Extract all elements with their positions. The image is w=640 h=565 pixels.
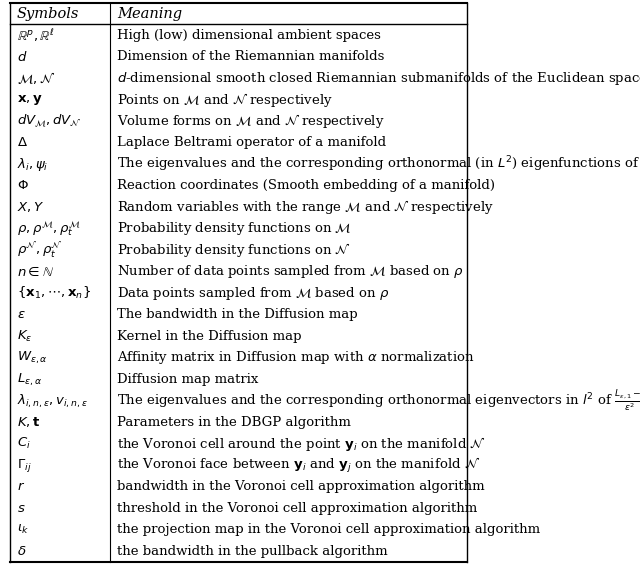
Text: $K, \mathbf{t}$: $K, \mathbf{t}$	[17, 415, 40, 429]
Text: the Voronoi cell around the point $\mathbf{y}_i$ on the manifold $\mathcal{N}$: the Voronoi cell around the point $\math…	[117, 435, 486, 453]
Text: Affinity matrix in Diffusion map with $\alpha$ normalization: Affinity matrix in Diffusion map with $\…	[117, 349, 475, 366]
Text: Meaning: Meaning	[117, 7, 182, 20]
Text: $K_\epsilon$: $K_\epsilon$	[17, 329, 32, 344]
Text: $\{\mathbf{x}_1, \cdots, \mathbf{x}_n\}$: $\{\mathbf{x}_1, \cdots, \mathbf{x}_n\}$	[17, 285, 91, 301]
Text: $\mathbb{R}^p, \mathbb{R}^\ell$: $\mathbb{R}^p, \mathbb{R}^\ell$	[17, 27, 55, 44]
Text: $\lambda_{i,n,\epsilon}, v_{i,n,\epsilon}$: $\lambda_{i,n,\epsilon}, v_{i,n,\epsilon…	[17, 392, 88, 410]
Text: Probability density functions on $\mathcal{N}$: Probability density functions on $\mathc…	[117, 241, 351, 259]
Text: $\epsilon$: $\epsilon$	[17, 308, 26, 321]
Text: High (low) dimensional ambient spaces: High (low) dimensional ambient spaces	[117, 29, 381, 42]
Text: $C_i$: $C_i$	[17, 436, 31, 451]
Text: Reaction coordinates (Smooth embedding of a manifold): Reaction coordinates (Smooth embedding o…	[117, 179, 495, 192]
Text: $dV_{\mathcal{M}}, dV_{\mathcal{N}}$: $dV_{\mathcal{M}}, dV_{\mathcal{N}}$	[17, 112, 81, 129]
Text: The eigenvalues and the corresponding orthonormal eigenvectors in $l^2$ of $\fra: The eigenvalues and the corresponding or…	[117, 388, 640, 414]
Text: Probability density functions on $\mathcal{M}$: Probability density functions on $\mathc…	[117, 220, 352, 237]
Text: Points on $\mathcal{M}$ and $\mathcal{N}$ respectively: Points on $\mathcal{M}$ and $\mathcal{N}…	[117, 90, 333, 108]
Text: $\mathbf{x}, \mathbf{y}$: $\mathbf{x}, \mathbf{y}$	[17, 93, 42, 107]
Text: $L_{\epsilon,\alpha}$: $L_{\epsilon,\alpha}$	[17, 371, 42, 388]
Text: Parameters in the DBGP algorithm: Parameters in the DBGP algorithm	[117, 416, 351, 429]
Text: the Voronoi face between $\mathbf{y}_i$ and $\mathbf{y}_j$ on the manifold $\mat: the Voronoi face between $\mathbf{y}_i$ …	[117, 456, 481, 475]
Text: The bandwidth in the Diffusion map: The bandwidth in the Diffusion map	[117, 308, 358, 321]
Text: the projection map in the Voronoi cell approximation algorithm: the projection map in the Voronoi cell a…	[117, 523, 540, 536]
Text: $r$: $r$	[17, 480, 25, 493]
Text: $\rho, \rho^{\mathcal{M}}, \rho_t^{\mathcal{M}}$: $\rho, \rho^{\mathcal{M}}, \rho_t^{\math…	[17, 219, 80, 238]
Text: $X, Y$: $X, Y$	[17, 200, 44, 214]
Text: Data points sampled from $\mathcal{M}$ based on $\rho$: Data points sampled from $\mathcal{M}$ b…	[117, 285, 390, 302]
Text: threshold in the Voronoi cell approximation algorithm: threshold in the Voronoi cell approximat…	[117, 502, 477, 515]
Text: Kernel in the Diffusion map: Kernel in the Diffusion map	[117, 330, 302, 343]
Text: $\mathcal{M}, \mathcal{N}$: $\mathcal{M}, \mathcal{N}$	[17, 70, 55, 86]
Text: $d$-dimensional smooth closed Riemannian submanifolds of the Euclidean spaces: $d$-dimensional smooth closed Riemannian…	[117, 69, 640, 86]
Text: $\Phi$: $\Phi$	[17, 179, 28, 192]
Text: Random variables with the range $\mathcal{M}$ and $\mathcal{N}$ respectively: Random variables with the range $\mathca…	[117, 198, 494, 216]
Text: The eigenvalues and the corresponding orthonormal (in $L^2$) eigenfunctions of $: The eigenvalues and the corresponding or…	[117, 154, 640, 174]
Text: Laplace Beltrami operator of a manifold: Laplace Beltrami operator of a manifold	[117, 136, 387, 149]
Text: Dimension of the Riemannian manifolds: Dimension of the Riemannian manifolds	[117, 50, 385, 63]
Text: $\Gamma_{ij}$: $\Gamma_{ij}$	[17, 457, 31, 474]
Text: Diffusion map matrix: Diffusion map matrix	[117, 373, 259, 386]
Text: $n \in \mathbb{N}$: $n \in \mathbb{N}$	[17, 265, 54, 279]
Text: Number of data points sampled from $\mathcal{M}$ based on $\rho$: Number of data points sampled from $\mat…	[117, 263, 464, 280]
Text: $\delta$: $\delta$	[17, 545, 26, 558]
Text: $\rho^{\mathcal{N}}, \rho_t^{\mathcal{N}}$: $\rho^{\mathcal{N}}, \rho_t^{\mathcal{N}…	[17, 240, 63, 260]
Text: bandwidth in the Voronoi cell approximation algorithm: bandwidth in the Voronoi cell approximat…	[117, 480, 485, 493]
Text: $\Delta$: $\Delta$	[17, 136, 28, 149]
Text: $W_{\epsilon,\alpha}$: $W_{\epsilon,\alpha}$	[17, 350, 47, 366]
Text: $\iota_k$: $\iota_k$	[17, 523, 29, 536]
Text: Symbols: Symbols	[17, 7, 79, 20]
Text: $s$: $s$	[17, 502, 26, 515]
Text: the bandwidth in the pullback algorithm: the bandwidth in the pullback algorithm	[117, 545, 388, 558]
Text: $\lambda_i, \psi_i$: $\lambda_i, \psi_i$	[17, 156, 48, 173]
Text: Volume forms on $\mathcal{M}$ and $\mathcal{N}$ respectively: Volume forms on $\mathcal{M}$ and $\math…	[117, 112, 385, 130]
Text: $d$: $d$	[17, 50, 27, 64]
